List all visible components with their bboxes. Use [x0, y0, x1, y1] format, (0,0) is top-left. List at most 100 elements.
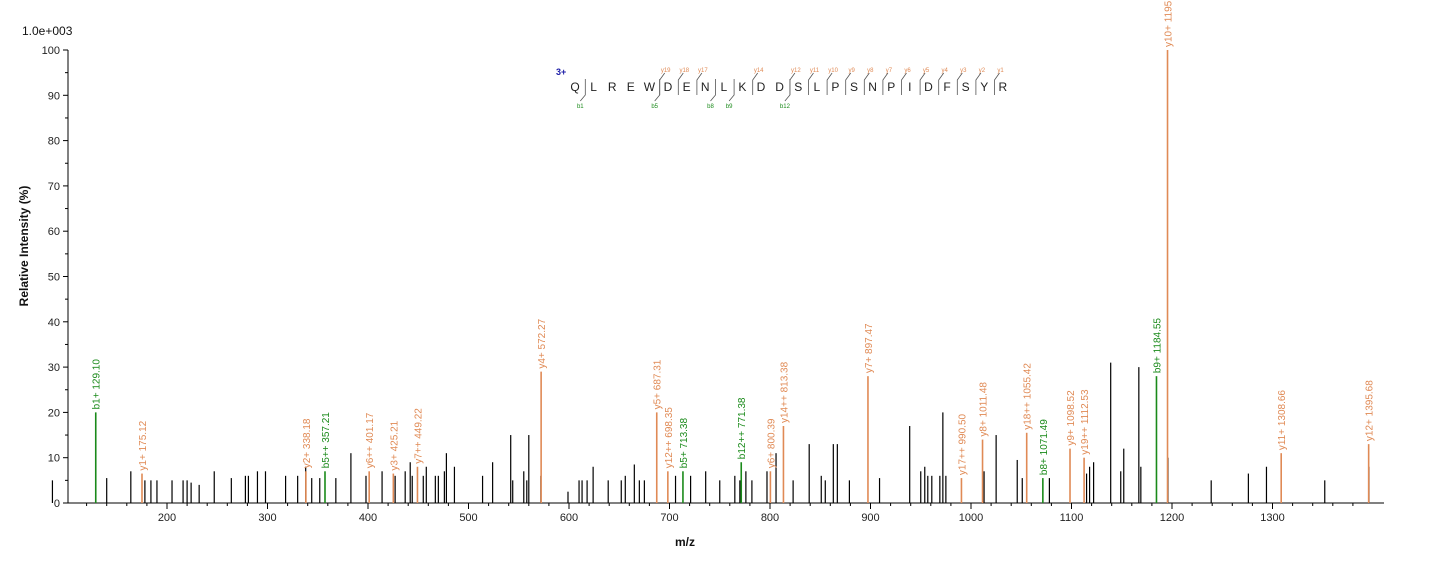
peak-label: y1+ 175.12 — [138, 420, 149, 470]
y-fragment-label: y19 — [661, 68, 671, 74]
y-fragment-label: y8 — [867, 68, 874, 74]
peak-label: y8+ 1011.48 — [979, 382, 990, 437]
y-axis-title: Relative Intensity (%) — [17, 186, 31, 307]
peak-label: b8+ 1071.49 — [1039, 419, 1050, 475]
sequence-residue: L — [590, 80, 597, 94]
y-fragment-label: y18 — [679, 68, 689, 74]
y-fragment-marker — [863, 72, 870, 95]
x-tick-label: 600 — [560, 512, 578, 524]
axes: 0 10 20 30 40 50 60 70 80 90 100 200 300 400 500 600 700… — [42, 45, 1384, 524]
y-fragment-label: y10 — [828, 68, 838, 74]
x-tick-label: 300 — [258, 512, 276, 524]
b-fragment-label: b12 — [780, 104, 791, 110]
y-fragment-label: y1 — [997, 68, 1004, 74]
x-axis-title: m/z — [675, 535, 695, 549]
sequence-residue: D — [924, 80, 933, 94]
charge-state: 3+ — [556, 67, 566, 77]
peak-label: y2+ 338.18 — [302, 418, 313, 468]
peak-label: y9+ 1098.52 — [1066, 390, 1077, 446]
sequence-residue: L — [813, 80, 820, 94]
y-fragment-label: y2 — [979, 68, 986, 74]
b-fragment-marker — [784, 79, 791, 102]
y-fragment-marker — [752, 72, 759, 95]
peak-label: b1+ 129.10 — [92, 359, 103, 410]
y-fragment-marker — [845, 72, 852, 95]
x-tick-label: 400 — [359, 512, 377, 524]
y-tick-label: 40 — [48, 317, 60, 329]
sequence-residue: W — [644, 80, 656, 94]
y-fragment-label: y4 — [942, 68, 949, 74]
y-fragment-marker — [919, 72, 926, 95]
peak-label: y18++ 1055.42 — [1023, 363, 1034, 430]
sequence-residue: P — [887, 80, 895, 94]
peak-label: y6++ 401.17 — [365, 412, 376, 468]
sequence-residue: N — [868, 80, 877, 94]
y-fragment-marker — [956, 72, 963, 95]
b-fragment-marker — [654, 79, 661, 102]
sequence-residue: Y — [980, 80, 988, 94]
peak-label: y3+ 425.21 — [389, 420, 400, 470]
sequence-residue: L — [720, 80, 727, 94]
unassigned-peaks — [51, 362, 1370, 503]
peak-label: y11+ 1308.66 — [1277, 390, 1288, 451]
sequence-residue: Q — [570, 80, 579, 94]
sequence-residue: D — [664, 80, 673, 94]
x-tick-label: 800 — [761, 512, 779, 524]
y-tick-label: 50 — [48, 272, 60, 284]
y-fragment-label: y6 — [904, 68, 911, 74]
b-fragment-label: b8 — [707, 104, 714, 110]
b-fragment-label: b9 — [726, 104, 733, 110]
b-fragment-label: b5 — [651, 104, 658, 110]
intensity-scale-label: 1.0e+003 — [22, 24, 73, 38]
sequence-residue: D — [757, 80, 766, 94]
annotated-peaks: b1+ 129.10 y1+ 175.12 y2+ 338.18 b5++ 357.2… — [92, 0, 1376, 503]
y-tick-label: 100 — [42, 45, 60, 57]
sequence-residue: E — [683, 80, 691, 94]
x-tick-label: 500 — [459, 512, 477, 524]
y-fragment-marker — [808, 72, 814, 95]
sequence-residue: F — [943, 80, 950, 94]
sequence-residue: I — [908, 80, 911, 94]
y-tick-label: 70 — [48, 181, 60, 193]
sequence-residue: S — [962, 80, 970, 94]
x-tick-label: 700 — [660, 512, 678, 524]
peak-label: y10+ 1195.55 — [1164, 0, 1175, 47]
y-tick-label: 0 — [54, 498, 60, 510]
peak-label: y7+ 897.47 — [864, 323, 875, 373]
y-tick-label: 30 — [48, 362, 60, 374]
y-tick-label: 10 — [48, 453, 60, 465]
b-fragment-marker — [710, 79, 716, 102]
peak-label: y5+ 687.31 — [653, 359, 664, 409]
y-fragment-label: y12 — [791, 68, 801, 74]
peak-label: y14++ 813.38 — [779, 361, 790, 423]
sequence-residue: K — [738, 80, 746, 94]
y-fragment-label: y7 — [886, 68, 893, 74]
y-fragment-marker — [938, 72, 945, 95]
y-fragment-marker — [882, 72, 889, 95]
y-fragment-marker — [975, 72, 982, 95]
peak-label: y12+ 1395.68 — [1365, 380, 1376, 441]
y-fragment-marker — [677, 72, 684, 95]
x-tick-label: 1200 — [1160, 512, 1184, 524]
y-fragment-label: y11 — [810, 68, 820, 74]
y-fragment-marker — [696, 72, 703, 95]
x-tick-label: 900 — [861, 512, 879, 524]
y-fragment-label: y5 — [923, 68, 930, 74]
sequence-residue: N — [701, 80, 710, 94]
peak-label: b12++ 771.38 — [737, 397, 748, 459]
y-fragment-label: y14 — [754, 68, 764, 74]
peak-label: y4+ 572.27 — [537, 318, 548, 368]
y-tick-label: 90 — [48, 90, 60, 102]
peak-label: b5++ 357.21 — [321, 412, 332, 469]
peak-label: y6+ 800.39 — [766, 418, 777, 468]
x-tick-label: 1100 — [1060, 512, 1084, 524]
b-fragment-marker — [579, 79, 586, 102]
peak-label: y7++ 449.22 — [413, 408, 424, 464]
sequence-residue: R — [998, 80, 1007, 94]
y-fragment-label: y17 — [698, 68, 708, 74]
b-fragment-marker — [728, 79, 735, 102]
y-tick-label: 20 — [48, 407, 60, 419]
sequence-residue: D — [775, 80, 784, 94]
y-tick-label: 80 — [48, 136, 60, 148]
